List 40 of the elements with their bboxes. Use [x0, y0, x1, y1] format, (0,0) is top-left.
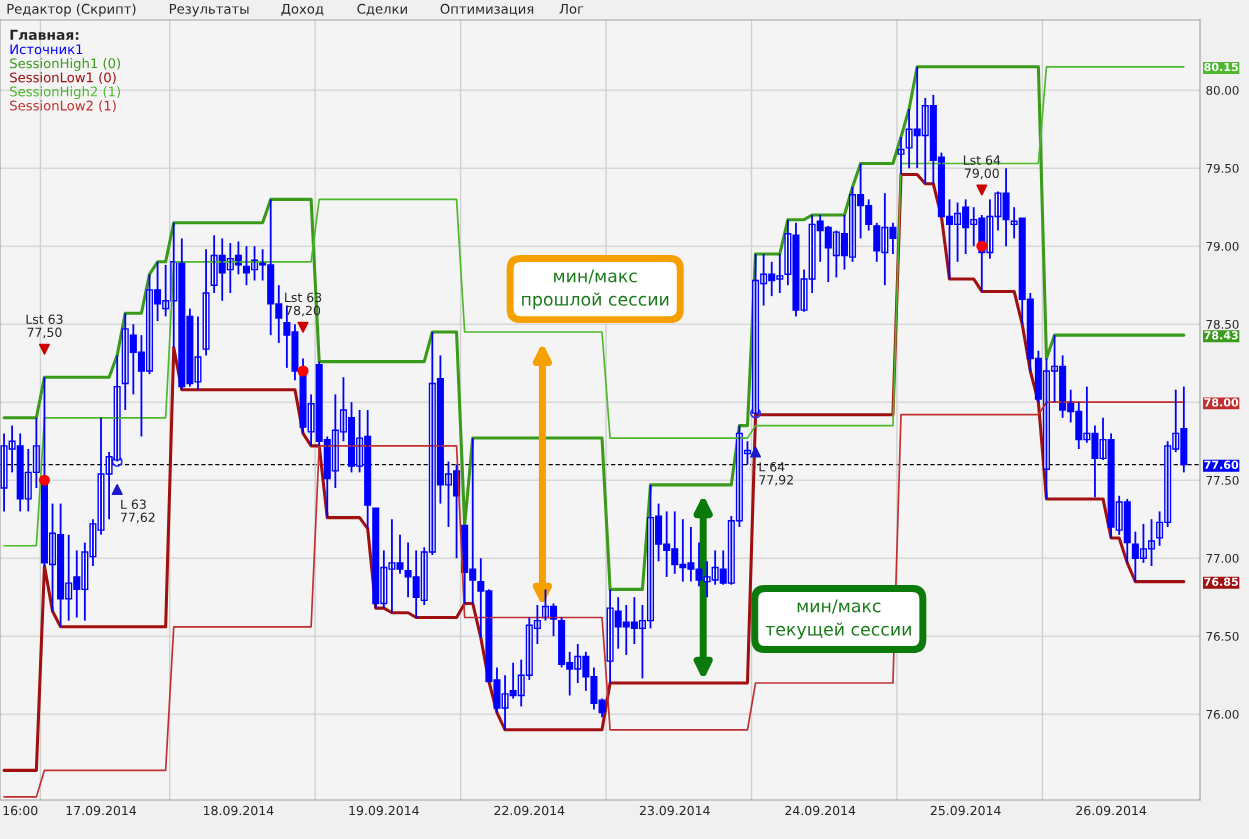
x-tick-label: 22.09.2014 — [494, 805, 565, 816]
y-tick-label: 79.50 — [1206, 163, 1239, 173]
text: Сделки — [357, 3, 407, 16]
text: Результаты — [169, 4, 249, 17]
text: 76.85 — [1204, 577, 1238, 586]
x-tick-label: 23.09.2014 — [639, 805, 710, 816]
x-tick-label: 19.09.2014 — [349, 805, 419, 816]
text: Редактор (Скрипт) — [7, 3, 136, 17]
x-tick-label: 25.09.2014 — [930, 805, 1001, 816]
text: 80.15 — [1204, 62, 1238, 72]
text: 78.00 — [1204, 398, 1239, 407]
text: SessionLow1 (0) — [10, 72, 116, 84]
text: 77.60 — [1204, 460, 1239, 469]
x-tick-label: 26.09.2014 — [1076, 805, 1147, 816]
y-tick-label: 78.50 — [1206, 319, 1239, 329]
text: SessionHigh2 (1) — [10, 86, 121, 100]
text: Лог — [559, 4, 584, 14]
text: Доход — [281, 4, 324, 16]
annotation: L 63 77,62 — [120, 499, 155, 524]
y-tick-label: 76.00 — [1206, 709, 1239, 719]
x-tick-label: 24.09.2014 — [785, 805, 856, 816]
text: Оптимизация — [440, 3, 534, 16]
text: Источник1 — [10, 44, 83, 55]
x-tick-label: 18.09.2014 — [203, 805, 274, 816]
x-tick-label: 17.09.2014 — [66, 805, 137, 816]
text: SessionLow2 (1) — [10, 100, 116, 113]
text: SessionHigh1 (0) — [10, 58, 121, 71]
legend-title: Главная: — [10, 29, 79, 40]
annotation: мин/макс текущей сессии — [765, 599, 911, 640]
y-tick-label: 80.00 — [1206, 85, 1239, 95]
text: 78.43 — [1204, 331, 1238, 340]
y-tick-label: 77.00 — [1206, 553, 1239, 563]
y-tick-label: 76.50 — [1206, 631, 1239, 641]
y-tick-label: 79.00 — [1206, 241, 1239, 251]
annotation: Lst 64 79,00 — [963, 155, 1001, 180]
x-tick-label: 16:00 — [3, 805, 38, 816]
annotation: Lst 63 77,50 — [26, 314, 63, 339]
annotation: мин/макс прошлой сессии — [522, 269, 669, 310]
annotation: L 64 77,92 — [759, 462, 793, 486]
y-tick-label: 77.50 — [1206, 475, 1239, 485]
